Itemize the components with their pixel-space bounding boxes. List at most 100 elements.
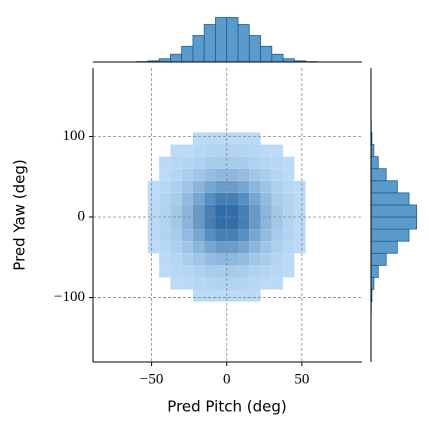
hist2d-cell: [215, 229, 227, 242]
hist2d-cell: [238, 132, 250, 145]
hist2d-cell: [283, 253, 295, 266]
hist2d-cell: [181, 144, 193, 157]
hist2d-cell: [249, 241, 261, 254]
hist2d-cell: [147, 229, 160, 242]
hist2d-cell: [226, 180, 239, 193]
marginal-y-bar: [370, 168, 387, 182]
hist2d-cell: [238, 180, 250, 193]
hist2d-cell: [260, 265, 272, 278]
marginal-y-bar: [370, 192, 410, 206]
hist2d-cell: [260, 241, 272, 254]
marginal-x-bar: [260, 45, 273, 63]
hist2d-cell: [260, 192, 272, 205]
hist2d-cell: [271, 277, 284, 290]
hist2d-cell: [238, 156, 250, 169]
hist2d-cell: [159, 217, 171, 230]
hist2d-cell: [159, 156, 171, 169]
marginal-y-bar: [370, 216, 418, 230]
hist2d-cell: [226, 156, 239, 169]
hist2d-cell: [170, 241, 182, 254]
hist2d-cell: [204, 192, 216, 205]
hist2d-cell: [226, 289, 239, 302]
hist2d-cell: [204, 265, 216, 278]
hist2d-cell: [204, 204, 216, 218]
hist2d-cell: [249, 192, 261, 205]
hist2d-cell: [260, 168, 272, 181]
hist2d-cell: [283, 156, 295, 169]
hist2d-cell: [204, 217, 216, 230]
hist2d-cell: [215, 132, 227, 145]
marginal-x-bar: [248, 35, 261, 63]
hist2d-cell: [271, 144, 284, 157]
hist2d-cell: [294, 229, 306, 242]
hist2d-cell: [170, 156, 182, 169]
hist2d-cell: [226, 217, 239, 230]
marginal-x-bar: [181, 45, 194, 63]
hist2d-cell: [215, 156, 227, 169]
marginal-x-bar: [192, 35, 205, 63]
hist2d-cell: [181, 241, 193, 254]
hist2d-cell: [181, 180, 193, 193]
hist2d-cell: [181, 156, 193, 169]
hist2d-cell: [204, 241, 216, 254]
hist2d-cell: [181, 277, 193, 290]
hist2d-cell: [238, 144, 250, 157]
marginal-x-bar: [237, 24, 250, 63]
hist2d-cell: [192, 229, 205, 242]
x-axis-label: Pred Pitch (deg): [167, 398, 286, 416]
hist2d-cell: [249, 156, 261, 169]
hist2d-cell: [215, 168, 227, 181]
marginal-y-bar: [370, 240, 398, 254]
hist2d-cell: [181, 265, 193, 278]
hist2d-cell: [147, 180, 160, 193]
hist2d-cell: [215, 277, 227, 290]
marginal-x-bar: [169, 53, 183, 63]
hist2d-cell: [226, 253, 239, 266]
hist2d-cell: [159, 168, 171, 181]
hist2d-cell: [249, 253, 261, 266]
hist2d-cell: [204, 277, 216, 290]
heatmap: [147, 132, 306, 302]
hist2d-cell: [283, 168, 295, 181]
hist2d-cell: [271, 156, 284, 169]
marginal-y-bar: [370, 180, 398, 194]
hist2d-cell: [215, 217, 227, 230]
marginal-y-bar: [370, 204, 418, 218]
hist2d-cell: [192, 192, 205, 205]
hist2d-cell: [249, 132, 261, 145]
hist2d-cell: [215, 265, 227, 278]
marginal-x-bar: [215, 17, 228, 63]
hist2d-cell: [238, 192, 250, 205]
hist2d-cell: [238, 168, 250, 181]
hist2d-cell: [170, 265, 182, 278]
hist2d-cell: [271, 241, 284, 254]
hist2d-cell: [215, 192, 227, 205]
hist2d-cell: [294, 192, 306, 205]
hist2d-cell: [283, 265, 295, 278]
hist2d-cell: [170, 253, 182, 266]
marginal-y-bar: [370, 252, 387, 266]
y-tick-label: 100: [63, 128, 86, 144]
hist2d-cell: [271, 253, 284, 266]
hist2d-cell: [204, 253, 216, 266]
hist2d-cell: [249, 229, 261, 242]
hist2d-cell: [226, 229, 239, 242]
hist2d-cell: [204, 289, 216, 302]
hist2d-cell: [260, 144, 272, 157]
hist2d-cell: [192, 253, 205, 266]
hist2d-cell: [260, 217, 272, 230]
hist2d-cell: [260, 180, 272, 193]
hist2d-cell: [170, 144, 182, 157]
hist2d-cell: [192, 168, 205, 181]
hist2d-cell: [181, 217, 193, 230]
hist2d-cell: [181, 253, 193, 266]
hist2d-cell: [204, 132, 216, 145]
hist2d-cell: [226, 192, 239, 205]
hist2d-cell: [249, 289, 261, 302]
hist2d-cell: [260, 229, 272, 242]
hist2d-cell: [181, 229, 193, 242]
hist2d-cell: [181, 204, 193, 218]
hist2d-cell: [238, 229, 250, 242]
y-axis-label: Pred Yaw (deg): [11, 159, 29, 270]
